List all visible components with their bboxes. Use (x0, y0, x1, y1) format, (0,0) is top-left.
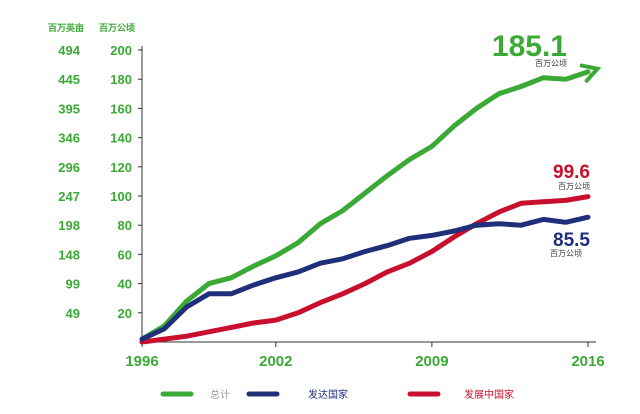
legend-label-0: 总计 (210, 388, 230, 401)
legend-label-1: 发达国家 (308, 388, 348, 401)
left-tick-label: 99 (66, 277, 80, 292)
y-tick-label: 100 (110, 189, 132, 204)
legend-label-2: 发展中国家 (464, 388, 514, 401)
y-tick-label: 120 (110, 160, 132, 175)
end-label-value-2: 99.6 (553, 162, 590, 183)
end-label-value-1: 85.5 (553, 230, 590, 251)
total-arrowhead (579, 63, 602, 83)
left-tick-label: 395 (58, 101, 80, 116)
x-tick-label: 2002 (259, 353, 292, 370)
y-tick-label: 80 (118, 218, 132, 233)
left-tick-label: 445 (58, 72, 80, 87)
end-label-unit-1: 百万公顷 (550, 249, 582, 258)
x-tick-label: 1996 (125, 353, 158, 370)
series-line-2 (139, 194, 591, 345)
y-tick-label: 180 (110, 72, 132, 87)
y-tick-label: 140 (110, 131, 132, 146)
end-label-value-0: 185.1 (492, 30, 567, 63)
legend: 总计 发达国家 发展中国家 (160, 388, 514, 401)
left-tick-label: 346 (58, 131, 80, 146)
series-line-1 (139, 214, 591, 342)
left-tick-label: 296 (58, 160, 80, 175)
x-tick-label: 2009 (415, 353, 448, 370)
axes: 百万英亩 百万公顷20494099601488019810024712029614… (48, 22, 605, 370)
y-tick-label: 160 (110, 101, 132, 116)
end-label-unit-2: 百万公顷 (558, 182, 590, 191)
y-tick-label: 60 (118, 247, 132, 262)
left-tick-label: 148 (58, 247, 80, 262)
y-tick-label: 200 (110, 43, 132, 58)
end-label-unit-0: 百万公顷 (535, 59, 567, 68)
left-tick-label: 198 (58, 218, 80, 233)
series-line-0 (139, 69, 591, 342)
series-layer (139, 63, 602, 345)
left-tick-label: 247 (58, 189, 80, 204)
left-axis-unit: 百万英亩 (48, 22, 84, 33)
left-tick-label: 49 (66, 306, 80, 321)
x-tick-label: 2016 (571, 353, 604, 370)
y-tick-label: 40 (118, 277, 132, 292)
y-tick-label: 20 (118, 306, 132, 321)
right-axis-unit: 百万公顷 (99, 23, 135, 33)
left-tick-label: 494 (58, 43, 80, 58)
